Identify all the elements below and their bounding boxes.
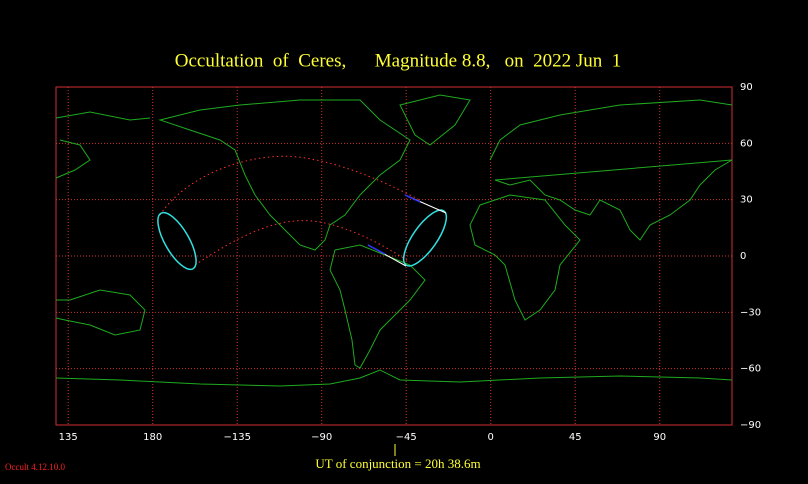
coastline (469, 194, 581, 321)
y-tick-label: −60 (740, 364, 761, 375)
y-tick-label: 0 (740, 251, 746, 262)
x-tick-label: 90 (653, 432, 666, 443)
path-limit (194, 220, 411, 266)
x-tick-label: −45 (396, 432, 417, 443)
uncertainty-ellipse (157, 211, 197, 271)
x-tick-label: −135 (223, 432, 250, 443)
grid (56, 86, 732, 426)
y-tick-label: 30 (740, 195, 753, 206)
coastline (399, 94, 471, 146)
occultation-path (157, 155, 448, 271)
path-segment (404, 194, 421, 203)
conjunction-label: UT of conjunction = 20h 38.6m (315, 456, 480, 471)
y-tick-label: 60 (740, 138, 753, 149)
coastline (55, 111, 151, 179)
coastline (329, 244, 426, 369)
y-tick-label: 90 (740, 82, 753, 93)
coastline (55, 289, 146, 336)
y-tick-label: −30 (740, 307, 761, 318)
x-tick-label: 180 (143, 432, 162, 443)
title: Occultation of Ceres, Magnitude 8.8, on … (175, 50, 621, 71)
version-label: Occult 4.12.10.0 (5, 462, 65, 472)
x-tick-label: 0 (488, 432, 494, 443)
coastlines (55, 94, 733, 387)
x-tick-label: 135 (59, 432, 78, 443)
x-tick-label: 45 (569, 432, 582, 443)
y-tick-label: −90 (740, 420, 761, 431)
map-frame (55, 86, 733, 426)
path-limit (159, 155, 421, 216)
path-segment (367, 244, 386, 255)
uncertainty-ellipse (402, 209, 448, 267)
coastline (489, 99, 733, 241)
coastline (55, 369, 733, 387)
coastline (158, 99, 411, 251)
x-tick-label: −90 (311, 432, 332, 443)
